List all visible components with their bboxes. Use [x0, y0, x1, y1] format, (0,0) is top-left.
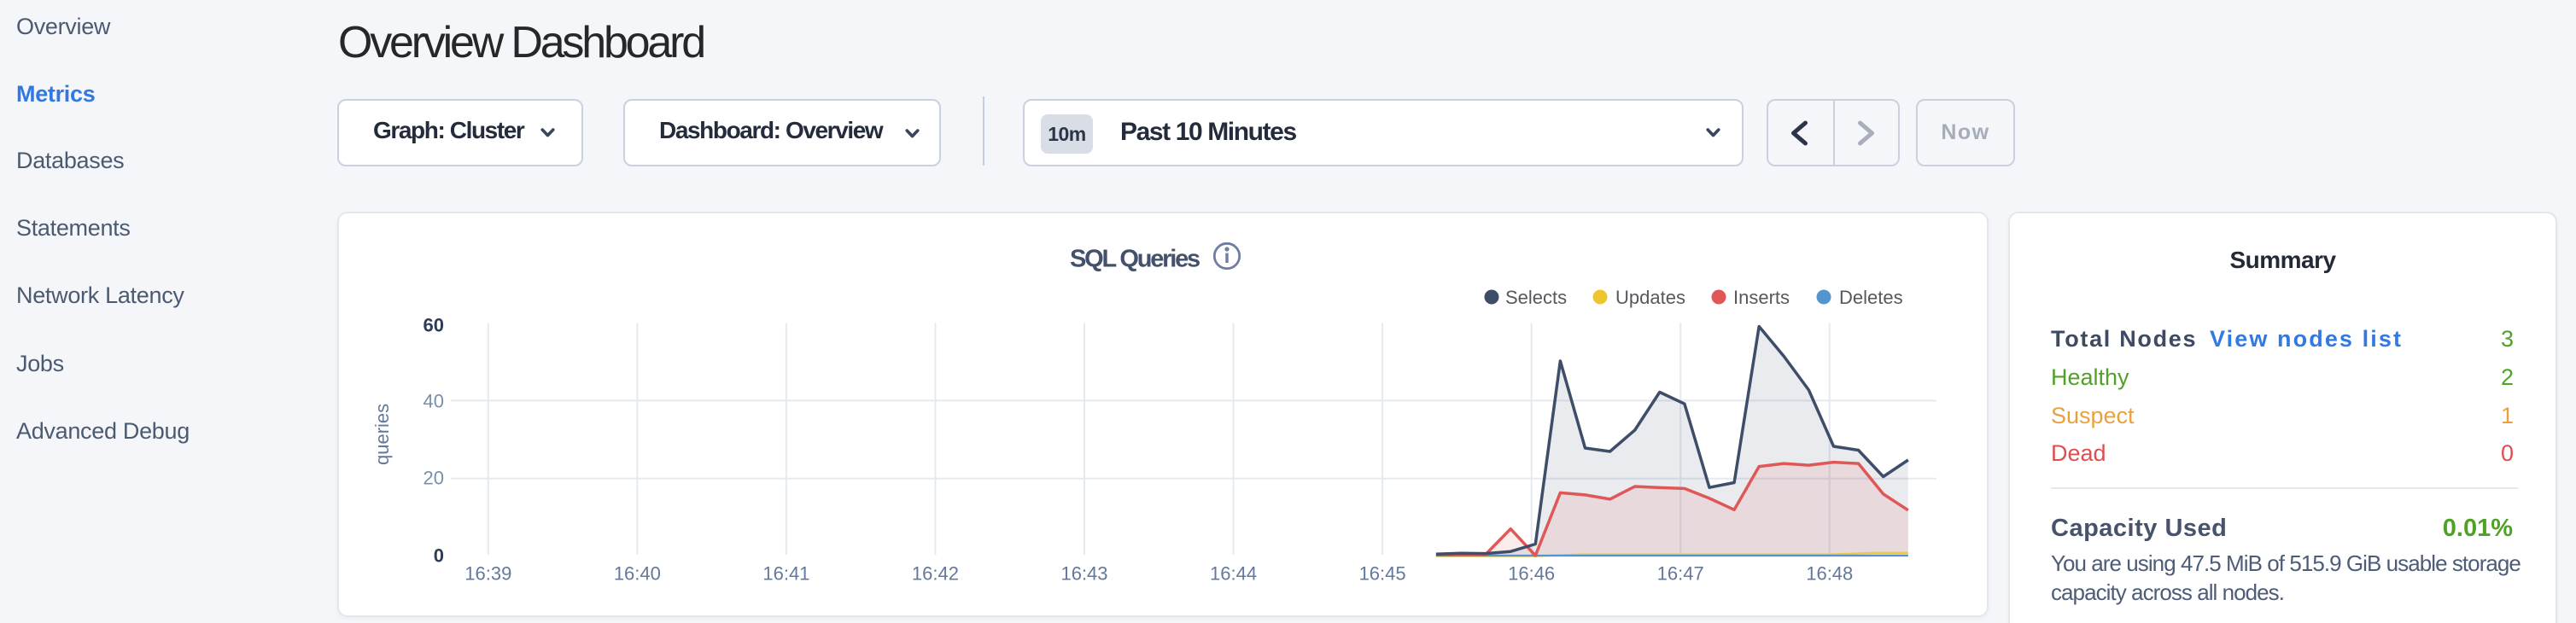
svg-text:16:42: 16:42: [912, 563, 959, 585]
svg-text:16:44: 16:44: [1210, 563, 1257, 585]
svg-text:16:43: 16:43: [1060, 563, 1107, 585]
svg-text:20: 20: [423, 467, 444, 488]
svg-text:40: 40: [423, 391, 444, 412]
svg-text:0: 0: [434, 545, 444, 567]
svg-text:SQL Queries: SQL Queries: [1070, 246, 1200, 273]
svg-text:16:47: 16:47: [1657, 563, 1704, 585]
svg-text:Inserts: Inserts: [1733, 287, 1790, 308]
svg-text:16:48: 16:48: [1806, 563, 1853, 585]
svg-text:queries: queries: [371, 404, 393, 465]
svg-text:16:40: 16:40: [614, 563, 661, 585]
svg-text:16:46: 16:46: [1508, 563, 1555, 585]
svg-text:16:45: 16:45: [1359, 563, 1406, 585]
svg-text:16:39: 16:39: [464, 563, 511, 585]
svg-text:Deletes: Deletes: [1839, 287, 1903, 308]
svg-text:Updates: Updates: [1615, 287, 1685, 308]
svg-text:60: 60: [423, 315, 444, 336]
svg-text:Selects: Selects: [1505, 287, 1567, 308]
svg-text:16:41: 16:41: [762, 563, 809, 585]
